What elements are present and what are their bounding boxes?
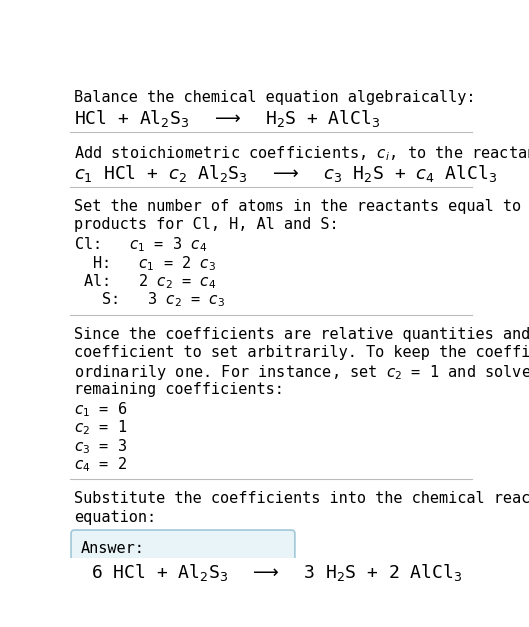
Text: S:   3 $c_2$ = $c_3$: S: 3 $c_2$ = $c_3$: [74, 290, 225, 309]
FancyBboxPatch shape: [71, 530, 295, 601]
Text: Set the number of atoms in the reactants equal to the number of atoms in the: Set the number of atoms in the reactants…: [74, 199, 529, 214]
Text: $c_2$ = 1: $c_2$ = 1: [74, 418, 127, 437]
Text: Cl:   $c_1$ = 3 $c_4$: Cl: $c_1$ = 3 $c_4$: [74, 236, 207, 254]
Text: ordinarily one. For instance, set $c_2$ = 1 and solve the system of equations fo: ordinarily one. For instance, set $c_2$ …: [74, 364, 529, 382]
Text: Balance the chemical equation algebraically:: Balance the chemical equation algebraica…: [74, 90, 476, 105]
Text: Since the coefficients are relative quantities and underdetermined, choose a: Since the coefficients are relative quan…: [74, 327, 529, 342]
Text: Add stoichiometric coefficients, $c_i$, to the reactants and products:: Add stoichiometric coefficients, $c_i$, …: [74, 144, 529, 163]
Text: HCl + Al$_2$S$_3$  $\longrightarrow$  H$_2$S + AlCl$_3$: HCl + Al$_2$S$_3$ $\longrightarrow$ H$_2…: [74, 108, 381, 129]
Text: $c_4$ = 2: $c_4$ = 2: [74, 455, 127, 474]
Text: 6 HCl + Al$_2$S$_3$  $\longrightarrow$  3 H$_2$S + 2 AlCl$_3$: 6 HCl + Al$_2$S$_3$ $\longrightarrow$ 3 …: [91, 562, 462, 583]
Text: remaining coefficients:: remaining coefficients:: [74, 382, 284, 397]
Text: Al:   2 $c_2$ = $c_4$: Al: 2 $c_2$ = $c_4$: [74, 272, 216, 291]
Text: products for Cl, H, Al and S:: products for Cl, H, Al and S:: [74, 217, 339, 232]
Text: coefficient to set arbitrarily. To keep the coefficients small, the arbitrary va: coefficient to set arbitrarily. To keep …: [74, 345, 529, 360]
Text: H:   $c_1$ = 2 $c_3$: H: $c_1$ = 2 $c_3$: [74, 254, 216, 273]
Text: equation:: equation:: [74, 510, 157, 525]
Text: $c_1$ HCl + $c_2$ Al$_2$S$_3$  $\longrightarrow$  $c_3$ H$_2$S + $c_4$ AlCl$_3$: $c_1$ HCl + $c_2$ Al$_2$S$_3$ $\longrigh…: [74, 162, 498, 184]
Text: Substitute the coefficients into the chemical reaction to obtain the balanced: Substitute the coefficients into the che…: [74, 492, 529, 507]
Text: $c_1$ = 6: $c_1$ = 6: [74, 400, 127, 419]
Text: $c_3$ = 3: $c_3$ = 3: [74, 437, 127, 456]
Text: Answer:: Answer:: [80, 541, 144, 556]
